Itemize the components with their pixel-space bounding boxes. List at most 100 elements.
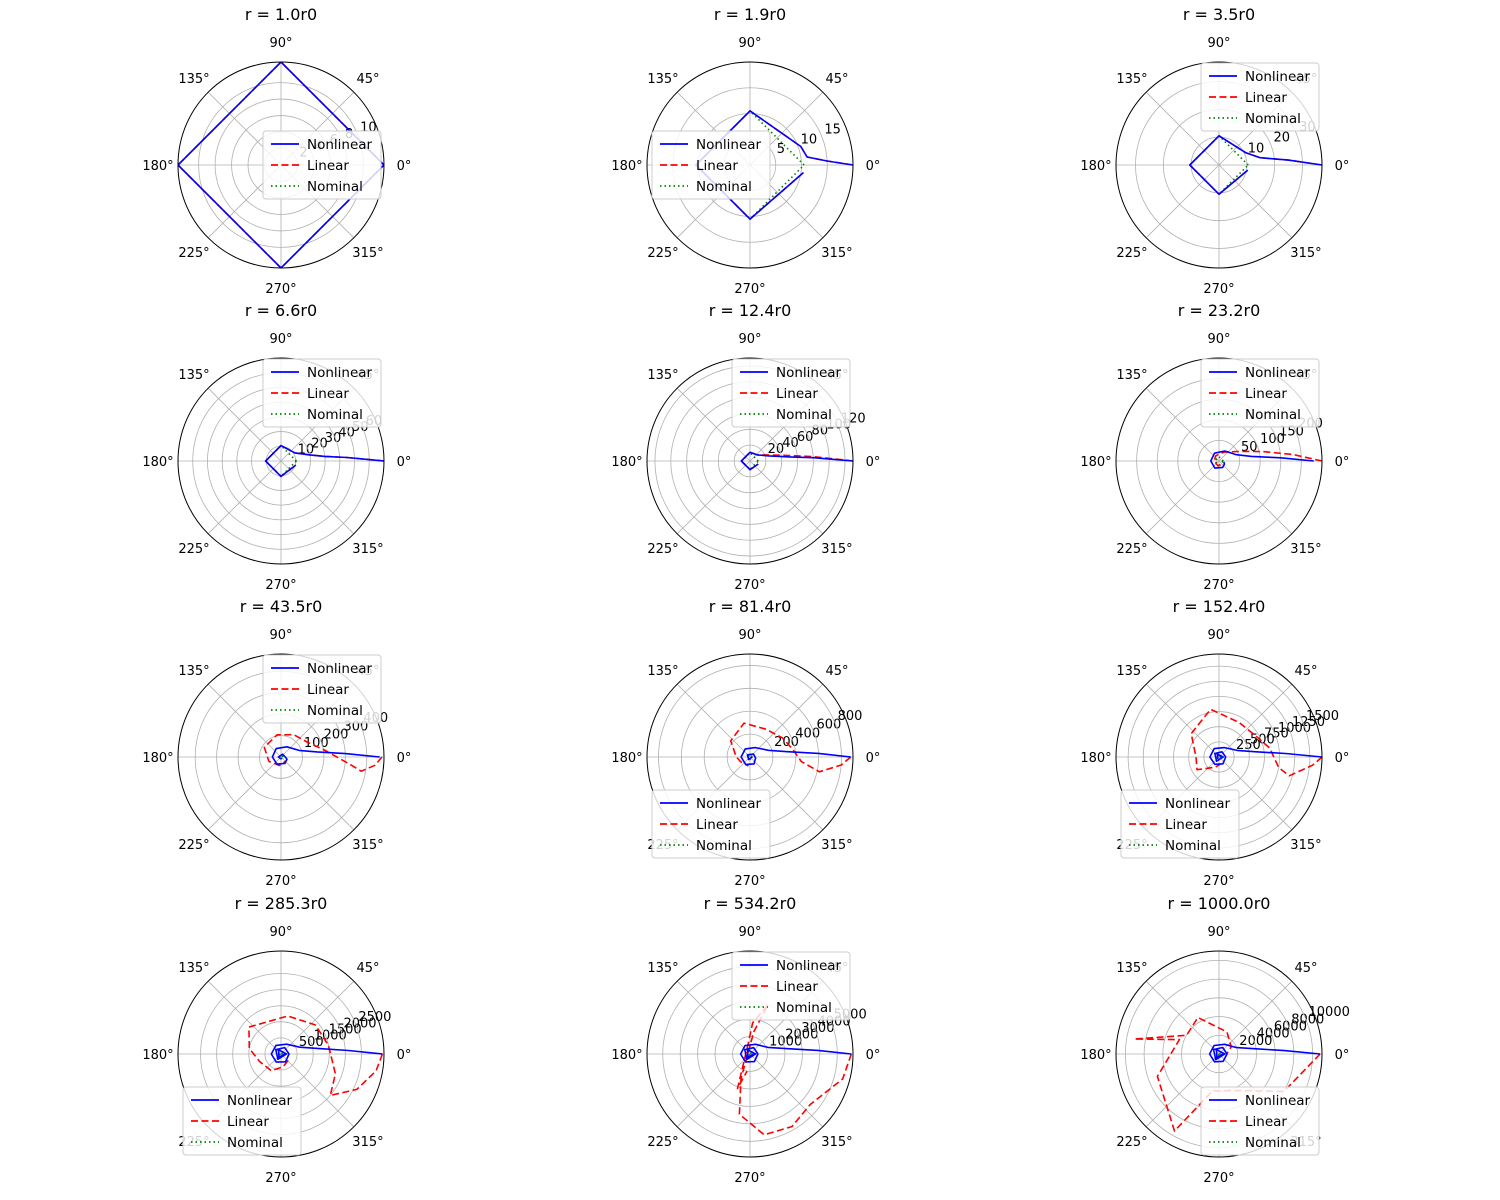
polar-frame	[177, 357, 385, 565]
theta-tick-label: 135°	[1116, 72, 1147, 87]
panel-title: r = 23.2r0	[1178, 301, 1261, 320]
legend: Nonlinear Linear Nominal	[731, 951, 851, 1021]
r-tick-label: 800	[838, 709, 863, 724]
theta-gridline	[1218, 980, 1293, 1055]
theta-tick-label: 270°	[734, 578, 765, 593]
legend: Nonlinear Linear Nominal	[182, 1086, 302, 1156]
theta-gridline	[280, 756, 355, 831]
theta-tick-label: 270°	[265, 874, 296, 889]
r-tick-label: 60	[797, 430, 814, 445]
legend: Nonlinear Linear Nominal	[731, 358, 851, 428]
theta-tick-label: 315°	[821, 542, 852, 557]
legend-box	[651, 789, 771, 859]
legend-label: Linear	[227, 1114, 269, 1130]
panel-title: r = 534.2r0	[704, 894, 797, 913]
theta-tick-label: 225°	[1116, 1135, 1147, 1150]
series-group	[178, 62, 384, 268]
legend-box	[262, 654, 382, 724]
r-tick-label: 250	[1236, 738, 1261, 753]
theta-tick-label: 225°	[1116, 246, 1147, 261]
panel-title: r = 12.4r0	[709, 301, 792, 320]
r-gridcircle	[259, 735, 303, 779]
theta-gridline	[1218, 460, 1293, 535]
r-tick-label: 2500	[358, 1010, 391, 1025]
theta-gridline	[1218, 683, 1293, 758]
legend-label: Nonlinear	[307, 661, 373, 677]
polar-panel-10: 0°45°90°135°180°225°270°315°500100015002…	[142, 894, 411, 1186]
legend: Nonlinear Linear Nominal	[1200, 62, 1320, 132]
theta-tick-label: 180°	[1080, 159, 1111, 174]
theta-tick-label: 0°	[866, 1048, 881, 1063]
panel-title: r = 1.0r0	[245, 5, 317, 24]
theta-tick-label: 315°	[352, 542, 383, 557]
theta-gridline	[676, 387, 751, 462]
polar-panel-6: 0°45°90°135°180°225°270°315°50100150200r…	[1080, 301, 1349, 593]
legend-box	[1120, 789, 1240, 859]
series-nonlinear	[740, 746, 851, 766]
theta-tick-label: 135°	[178, 72, 209, 87]
theta-tick-label: 45°	[825, 72, 848, 87]
theta-tick-label: 225°	[178, 542, 209, 557]
theta-tick-label: 315°	[1290, 246, 1321, 261]
theta-gridline	[1145, 980, 1220, 1055]
theta-tick-label: 90°	[738, 36, 761, 51]
legend-label: Nonlinear	[696, 137, 762, 153]
theta-tick-label: 135°	[178, 961, 209, 976]
theta-tick-label: 90°	[738, 925, 761, 940]
theta-tick-label: 90°	[1207, 332, 1230, 347]
series-group	[736, 1003, 853, 1136]
series-linear	[1213, 450, 1322, 467]
polar-panel-8: 0°45°90°135°180°225°270°315°200400600800…	[611, 597, 880, 889]
theta-gridline	[676, 683, 751, 758]
legend-label: Nominal	[1165, 838, 1221, 854]
theta-tick-label: 225°	[647, 542, 678, 557]
theta-tick-label: 180°	[611, 159, 642, 174]
theta-tick-label: 180°	[142, 1048, 173, 1063]
legend-label: Linear	[776, 979, 818, 995]
theta-tick-label: 135°	[1116, 368, 1147, 383]
theta-tick-label: 0°	[397, 455, 412, 470]
theta-gridline	[1145, 91, 1220, 166]
theta-gridline	[207, 460, 282, 535]
theta-gridline	[207, 387, 282, 462]
series-group	[1210, 450, 1322, 469]
theta-tick-label: 90°	[1207, 36, 1230, 51]
polar-panel-9: 0°45°90°135°180°225°270°315°250500750100…	[1080, 597, 1349, 889]
theta-tick-label: 45°	[825, 664, 848, 679]
legend-box	[182, 1086, 302, 1156]
legend-label: Linear	[696, 158, 738, 174]
r-tick-label: 400	[795, 726, 820, 741]
series-nonlinear	[178, 62, 384, 268]
r-gridcircle	[1199, 1034, 1239, 1074]
theta-tick-label: 225°	[647, 1135, 678, 1150]
theta-tick-label: 0°	[866, 159, 881, 174]
legend-label: Linear	[1165, 817, 1207, 833]
theta-gridline	[207, 756, 282, 831]
r-tick-label: 15	[824, 122, 841, 137]
theta-tick-label: 315°	[821, 838, 852, 853]
theta-tick-label: 90°	[269, 925, 292, 940]
polar-frame	[646, 357, 854, 565]
legend: Nonlinear Linear Nominal	[1120, 789, 1240, 859]
series-linear	[248, 1015, 384, 1097]
r-gridcircle	[733, 444, 767, 478]
theta-tick-label: 45°	[1294, 961, 1317, 976]
r-gridcircle	[717, 428, 783, 494]
theta-tick-label: 270°	[265, 282, 296, 297]
legend-label: Nominal	[696, 179, 752, 195]
theta-tick-label: 90°	[1207, 925, 1230, 940]
theta-tick-label: 315°	[1290, 542, 1321, 557]
legend-label: Nonlinear	[227, 1093, 293, 1109]
theta-gridline	[749, 683, 824, 758]
theta-tick-label: 225°	[178, 246, 209, 261]
series-linear	[1190, 708, 1322, 777]
theta-tick-label: 90°	[1207, 628, 1230, 643]
series-group	[248, 1015, 384, 1097]
series-group	[1189, 135, 1322, 195]
legend: Nonlinear Linear Nominal	[262, 358, 382, 428]
series-group	[263, 733, 383, 773]
theta-tick-label: 45°	[356, 72, 379, 87]
theta-gridline	[280, 1053, 355, 1128]
r-tick-label: 2000	[343, 1016, 376, 1031]
